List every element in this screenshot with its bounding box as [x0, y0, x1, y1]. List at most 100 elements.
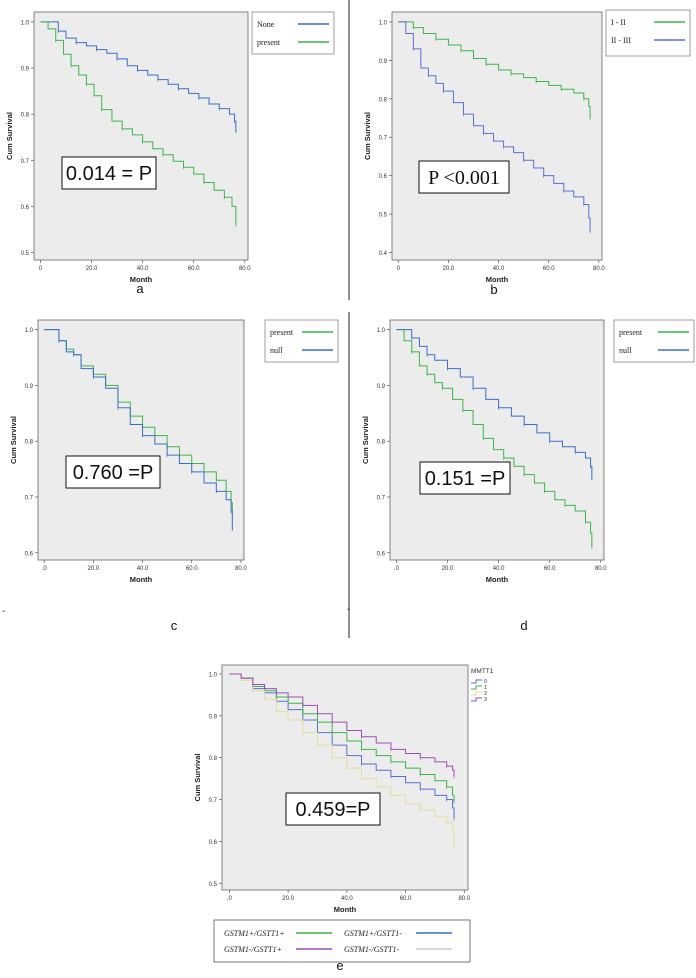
panel-label: e [336, 958, 343, 973]
p-value-box [61, 156, 157, 190]
y-tick-label: 0.8 [25, 440, 34, 446]
x-tick-label: .0 [227, 896, 233, 902]
legend-box [264, 319, 339, 363]
y-tick-label: 0.8 [21, 113, 30, 119]
x-tick-label: .0 [42, 566, 48, 572]
km-panel-b: 0.4 0.5 0.6 0.7 0.8 0.9 1.0 0 20.0 40.0 60.0 80.0 Mo… [363, 9, 691, 297]
panel-label: a [136, 281, 144, 296]
x-axis-label: Month [130, 575, 153, 584]
legend-label: 3 [484, 697, 487, 703]
legend-label: null [619, 346, 632, 355]
legend-swatch [471, 679, 482, 684]
plot-area [33, 11, 249, 261]
plot-area [391, 11, 603, 261]
y-axis-label: Cum Survival [193, 754, 202, 802]
x-tick-label: 60.0 [543, 266, 555, 272]
genotype-legend-label: GSTM1+/GSTT1+ [224, 929, 285, 938]
plot-area [37, 319, 245, 561]
plot-area [389, 319, 605, 561]
y-tick-label: 0.7 [209, 798, 218, 804]
y-tick-label: 0.8 [377, 440, 386, 446]
legend-label: II - III [611, 36, 631, 45]
y-tick-label: 1.0 [21, 20, 30, 26]
x-axis-label: Month [130, 275, 153, 284]
legend-label: present [619, 328, 643, 337]
y-tick-label: 0.6 [25, 551, 34, 557]
genotype-legend-label: GSTM1+/GSTT1- [344, 929, 402, 938]
panel-label: d [520, 618, 527, 633]
x-tick-label: 20.0 [442, 566, 454, 572]
y-tick-label: 0.6 [379, 174, 388, 180]
legend-title: MMTT1 [471, 668, 494, 675]
p-value-box [418, 160, 510, 194]
y-axis-label: Cum Survival [9, 416, 18, 464]
edge-marker-left: - [2, 606, 5, 617]
genotype-legend-label: GSTM1-/GSTT1+ [224, 945, 282, 954]
x-tick-label: 20.0 [282, 896, 294, 902]
x-tick-label: 0 [39, 266, 43, 272]
x-tick-label: 40.0 [137, 566, 149, 572]
x-axis-label: Month [486, 275, 509, 284]
y-tick-label: 1.0 [209, 673, 218, 679]
genotype-legend-label: GSTM1-/GSTT1- [344, 945, 399, 954]
x-tick-label: 60.0 [400, 896, 412, 902]
survival-curve-ii-iii [398, 21, 591, 232]
legend-label: I - II [611, 18, 626, 27]
legend-label: null [270, 346, 283, 355]
p-value-box [65, 455, 161, 489]
km-panel-d: 0.6 0.7 0.8 0.9 1.0 .0 20.0 40.0 60.0 80.0 Month Cu… [361, 319, 695, 633]
panel-label: c [171, 618, 178, 633]
x-tick-label: .0 [394, 566, 400, 572]
survival-curve-present [396, 329, 593, 548]
legend-label: None [257, 20, 275, 29]
x-tick-label: 80.0 [458, 896, 470, 902]
p-value-text: 0.459=P [295, 799, 370, 821]
y-tick-label: 0.5 [21, 251, 30, 257]
y-tick-label: 0.7 [25, 496, 34, 502]
p-value-text: 0.151 =P [425, 468, 506, 490]
x-tick-label: 20.0 [86, 266, 98, 272]
y-tick-label: 0.5 [209, 882, 218, 888]
p-value-box [285, 792, 381, 826]
y-tick-label: 0.9 [379, 59, 388, 65]
y-axis-label: Cum Survival [5, 112, 14, 160]
y-tick-label: 0.7 [21, 159, 30, 165]
legend-box [251, 11, 335, 55]
survival-curve-i-ii [398, 21, 591, 119]
edge-marker-middle: - [347, 604, 350, 615]
y-tick-label: 1.0 [379, 20, 388, 26]
y-tick-label: 1.0 [25, 328, 34, 334]
genotype-legend-box [213, 919, 471, 963]
y-axis-label: Cum Survival [361, 416, 370, 464]
x-tick-label: 60.0 [186, 566, 198, 572]
y-tick-label: 0.8 [209, 756, 218, 762]
y-tick-label: 1.0 [377, 328, 386, 334]
x-tick-label: 80.0 [593, 266, 605, 272]
x-tick-label: 80.0 [239, 266, 251, 272]
y-tick-label: 0.6 [377, 551, 386, 557]
x-tick-label: 60.0 [188, 266, 200, 272]
x-tick-label: 0 [397, 266, 401, 272]
km-panel-a: 0.5 0.6 0.7 0.8 0.9 1.0 0 20.0 40.0 60.0 80.0 Month… [5, 11, 335, 296]
p-value-text: 0.760 =P [73, 462, 154, 484]
y-tick-label: 0.9 [25, 384, 34, 390]
legend-box [605, 9, 691, 57]
x-tick-label: 80.0 [595, 566, 607, 572]
x-tick-label: 20.0 [88, 566, 100, 572]
panel-label: b [490, 282, 497, 297]
p-value-text: P <0.001 [428, 167, 500, 189]
survival-curve-present [40, 21, 237, 225]
y-tick-label: 0.8 [379, 97, 388, 103]
x-tick-label: 40.0 [341, 896, 353, 902]
y-tick-label: 0.6 [209, 840, 218, 846]
legend-label: 2 [484, 691, 487, 697]
y-tick-label: 0.4 [379, 251, 388, 257]
x-tick-label: 80.0 [235, 566, 247, 572]
legend-swatch [471, 685, 482, 690]
km-panel-c: 0.6 0.7 0.8 0.9 1.0 .0 20.0 40.0 60.0 80.0 Month Cu… [9, 319, 339, 633]
legend-label: present [257, 38, 281, 47]
y-tick-label: 0.5 [379, 213, 388, 219]
y-tick-label: 0.7 [377, 496, 386, 502]
x-tick-label: 40.0 [493, 266, 505, 272]
